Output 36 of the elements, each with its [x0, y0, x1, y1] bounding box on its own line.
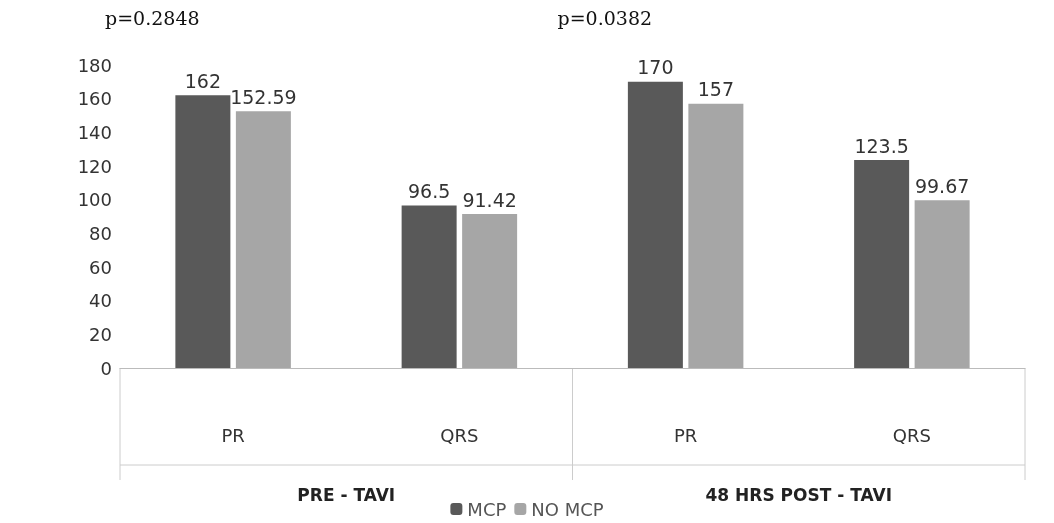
- y-tick-label: 60: [89, 256, 112, 278]
- bar: [688, 103, 744, 368]
- bar: [854, 160, 910, 368]
- data-label: 152.59: [230, 85, 297, 108]
- text: p=0.2848: [105, 6, 200, 29]
- y-tick-label: 180: [77, 54, 112, 76]
- y-tick-label: 140: [77, 121, 112, 143]
- bar: [175, 95, 231, 368]
- y-tick-label: 40: [89, 290, 112, 312]
- bar: [401, 205, 457, 368]
- legend-label: MCP: [467, 498, 507, 520]
- data-label: 123.5: [854, 134, 909, 157]
- text: 48 HRS POST - TAVI: [705, 484, 892, 505]
- text: p=0.0382: [557, 6, 653, 29]
- x-tick-label: PR: [221, 424, 245, 446]
- y-tick-label: 120: [77, 155, 112, 177]
- bar: [235, 111, 291, 368]
- y-tick-label: 80: [89, 222, 112, 244]
- legend-label: NO MCP: [531, 498, 604, 520]
- y-tick-label: 20: [89, 323, 112, 345]
- data-label: 96.5: [407, 180, 451, 203]
- y-tick-label: 160: [77, 88, 112, 110]
- data-label: 170: [637, 56, 674, 79]
- data-label: 99.67: [914, 174, 970, 197]
- bar: [627, 81, 683, 368]
- data-label: 162: [184, 69, 222, 92]
- data-label: 157: [697, 78, 735, 101]
- y-tick-label: 0: [100, 357, 112, 379]
- y-tick-label: 100: [77, 189, 112, 211]
- x-tick-label: QRS: [892, 424, 931, 446]
- bar: [462, 214, 518, 368]
- data-label: 91.42: [462, 188, 517, 211]
- bar: [914, 200, 970, 368]
- x-tick-label: PR: [673, 424, 698, 446]
- x-tick-label: QRS: [440, 424, 479, 446]
- text: PRE - TAVI: [297, 484, 396, 505]
